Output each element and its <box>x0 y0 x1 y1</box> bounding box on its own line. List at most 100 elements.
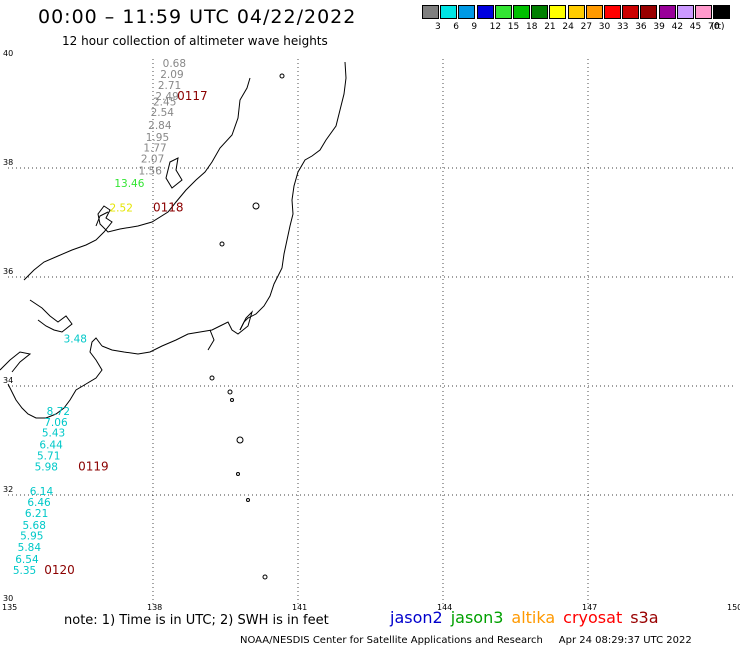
wave-height-value: 5.68 <box>23 520 46 532</box>
map-title: 00:00 – 11:59 UTC 04/22/2022 <box>38 6 357 28</box>
coastline <box>0 61 347 580</box>
wave-height-value: 3.48 <box>64 333 87 345</box>
wave-height-value: 6.14 <box>30 486 54 498</box>
map-subtitle: 12 hour collection of altimeter wave hei… <box>62 34 328 48</box>
lat-tick-label: 30 <box>3 594 13 603</box>
wave-height-value: 5.71 <box>37 451 60 463</box>
lon-tick-label: 138 <box>147 603 162 612</box>
lat-lon-grid <box>8 59 733 604</box>
lat-tick-label: 34 <box>3 376 13 385</box>
satellite-legend-item: jason3 <box>450 608 504 627</box>
scale-unit: (ft) <box>711 22 725 32</box>
scale-label: 70 <box>708 22 720 32</box>
pass-label: 0118 <box>153 201 184 215</box>
osaka-bay <box>0 351 32 373</box>
tokyo-bay <box>101 310 254 355</box>
generated-timestamp: Apr 24 08:29:37 UTC 2022 <box>558 635 692 646</box>
wave-height-value: 2.09 <box>160 69 183 81</box>
scale-swatch <box>640 5 658 19</box>
wave-height-value: 2.71 <box>158 80 181 92</box>
awaji-coast <box>29 299 73 333</box>
scale-swatch <box>713 5 731 19</box>
wave-height-value: 5.95 <box>20 531 43 543</box>
scale-swatch <box>604 5 621 19</box>
lon-tick-label: 150 <box>727 603 740 612</box>
scale-label: 39 <box>653 22 665 32</box>
pass-label: 0120 <box>44 563 75 577</box>
axis-tick-labels: 135 138 141 144 147 150 30 32 34 36 38 40 <box>2 49 740 612</box>
lat-tick-label: 40 <box>3 49 13 58</box>
scale-label: 24 <box>562 22 574 32</box>
wave-height-value: 2.49 <box>155 91 178 103</box>
lat-tick-label: 32 <box>3 485 13 494</box>
wave-height-value: 6.46 <box>27 497 51 509</box>
lon-tick-label: 147 <box>582 603 597 612</box>
scale-label: 3 <box>435 22 441 32</box>
scale-label: 33 <box>617 22 629 32</box>
wave-height-value: 5.43 <box>42 428 65 440</box>
scale-label: 12 <box>489 22 502 32</box>
lon-tick-label: 135 <box>2 603 17 612</box>
lon-tick-label: 144 <box>437 603 452 612</box>
scale-label: 42 <box>671 22 684 32</box>
footer-credit: NOAA/NESDIS Center for Satellite Applica… <box>240 635 692 646</box>
satellite-legend-item: altika <box>511 608 556 627</box>
wave-height-value: 2.07 <box>141 154 164 166</box>
units-note: note: 1) Time is in UTC; 2) SWH is in fe… <box>64 613 329 628</box>
scale-swatch <box>494 5 512 19</box>
ise-bay <box>7 337 103 419</box>
scale-swatch <box>567 5 585 19</box>
satellite-legend-item: jason2 <box>390 608 443 627</box>
wave-height-value: 6.44 <box>39 440 63 452</box>
wave-height-value: 2.45 <box>153 96 176 108</box>
wave-height-value: 8.72 <box>47 406 70 418</box>
scale-label: 21 <box>544 22 556 32</box>
wave-height-color-scale: 3 6 9 12 15 18 21 24 27 30 33 36 39 42 45 70 (ft) <box>422 5 732 35</box>
wave-height-value: 2.54 <box>151 107 175 119</box>
wave-height-value: 1.95 <box>146 132 169 144</box>
awashima-island <box>279 73 285 79</box>
scale-swatch <box>422 5 439 19</box>
wave-height-value: 5.35 <box>13 565 36 577</box>
wave-height-value: 1.77 <box>143 143 166 155</box>
scale-swatch <box>476 5 494 19</box>
wave-height-value: 0.68 <box>163 58 186 70</box>
scale-label: 27 <box>580 22 593 32</box>
scale-label: 15 <box>507 22 520 32</box>
izu-island-2 <box>236 436 244 444</box>
wave-height-value: 2.84 <box>148 120 172 132</box>
scale-swatch <box>585 5 603 19</box>
altimeter-tracks: 0.682.092.712.492.452.542.841.951.772.07… <box>13 58 208 577</box>
scale-swatch <box>513 5 530 19</box>
wave-height-value: 2.52 <box>110 203 133 215</box>
pass-label: 0117 <box>177 89 208 103</box>
scale-swatch <box>658 5 676 19</box>
hachijo-island <box>262 574 268 580</box>
wave-height-value: 1.56 <box>139 166 163 178</box>
izu-island-5 <box>219 241 225 247</box>
honshu-coast-north <box>23 77 251 281</box>
scale-label: 45 <box>689 22 702 32</box>
scale-swatch <box>531 5 549 19</box>
scale-label: 9 <box>471 22 478 32</box>
scale-label: 36 <box>635 22 647 32</box>
sado-island <box>165 157 183 189</box>
scale-swatch <box>549 5 567 19</box>
tobishima-island <box>252 202 260 210</box>
izu-island-3 <box>236 472 240 476</box>
wave-height-value: 7.06 <box>44 417 68 429</box>
lat-tick-label: 36 <box>3 267 13 276</box>
izu-island-4 <box>246 498 250 502</box>
satellite-legend: jason2 jason3 altika cryosat s3a <box>390 608 667 627</box>
noto-peninsula <box>95 211 109 227</box>
scale-swatch <box>676 5 694 19</box>
wave-height-value: 6.21 <box>25 508 48 520</box>
oshima-island <box>209 375 215 381</box>
wave-height-value: 5.84 <box>18 542 42 554</box>
pass-label: 0119 <box>78 459 109 473</box>
lat-tick-label: 38 <box>3 158 13 167</box>
wave-height-value: 5.98 <box>35 461 58 473</box>
scale-label: 30 <box>598 22 611 32</box>
izu-island-1 <box>227 389 233 395</box>
